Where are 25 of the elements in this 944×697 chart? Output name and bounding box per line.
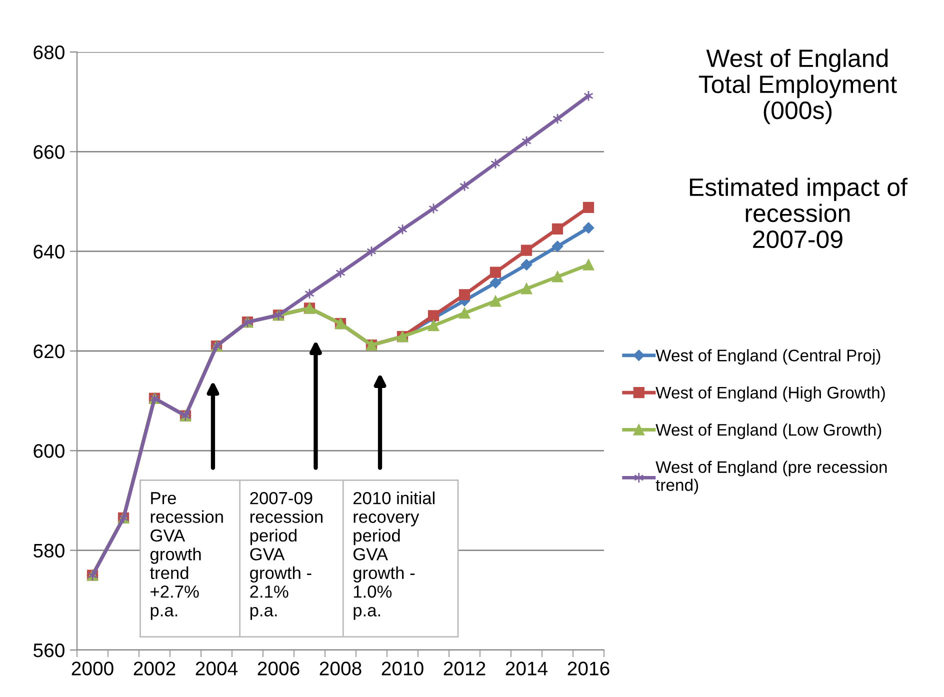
x-tick-label: 2004 (196, 662, 238, 676)
x-tick-label: 2014 (506, 662, 548, 676)
y-tick-label: 660 (34, 145, 64, 159)
x-tick-label: 2008 (320, 662, 362, 676)
x-tick-label: 2006 (258, 662, 300, 676)
text: Estimated impact of recession 2007-09 (690, 178, 908, 248)
annotation: 2010 initial recovery period GVA growth - 1.0% p.a. (353, 492, 434, 620)
x-tick-label: 2016 (568, 662, 610, 676)
y-tick-label: 560 (34, 643, 64, 658)
y-tick-label: 620 (34, 344, 64, 358)
annotation: Pre recession GVA growth trend +2.7% p.a. (150, 492, 223, 620)
y-tick-label: 580 (34, 544, 64, 558)
x-tick-label: 2002 (134, 662, 176, 676)
legend-label: West of England (High Growth) (656, 386, 885, 402)
legend-label: West of England (Central Proj) (656, 349, 880, 365)
annotation: 2007-09 recession period GVA growth - 2.1% p.a. (250, 492, 323, 620)
x-tick-label: 2000 (72, 662, 114, 676)
legend-label: West of England (pre recession trend) (656, 460, 887, 494)
x-tick-label: 2010 (382, 662, 424, 676)
y-tick-label: 680 (34, 45, 64, 60)
legend-label: West of England (Low Growth) (656, 424, 882, 440)
y-tick-label: 600 (34, 444, 64, 458)
text: West of England Total Employment (000s) (698, 48, 897, 124)
y-tick-label: 640 (34, 244, 64, 259)
x-tick-label: 2012 (444, 662, 486, 676)
